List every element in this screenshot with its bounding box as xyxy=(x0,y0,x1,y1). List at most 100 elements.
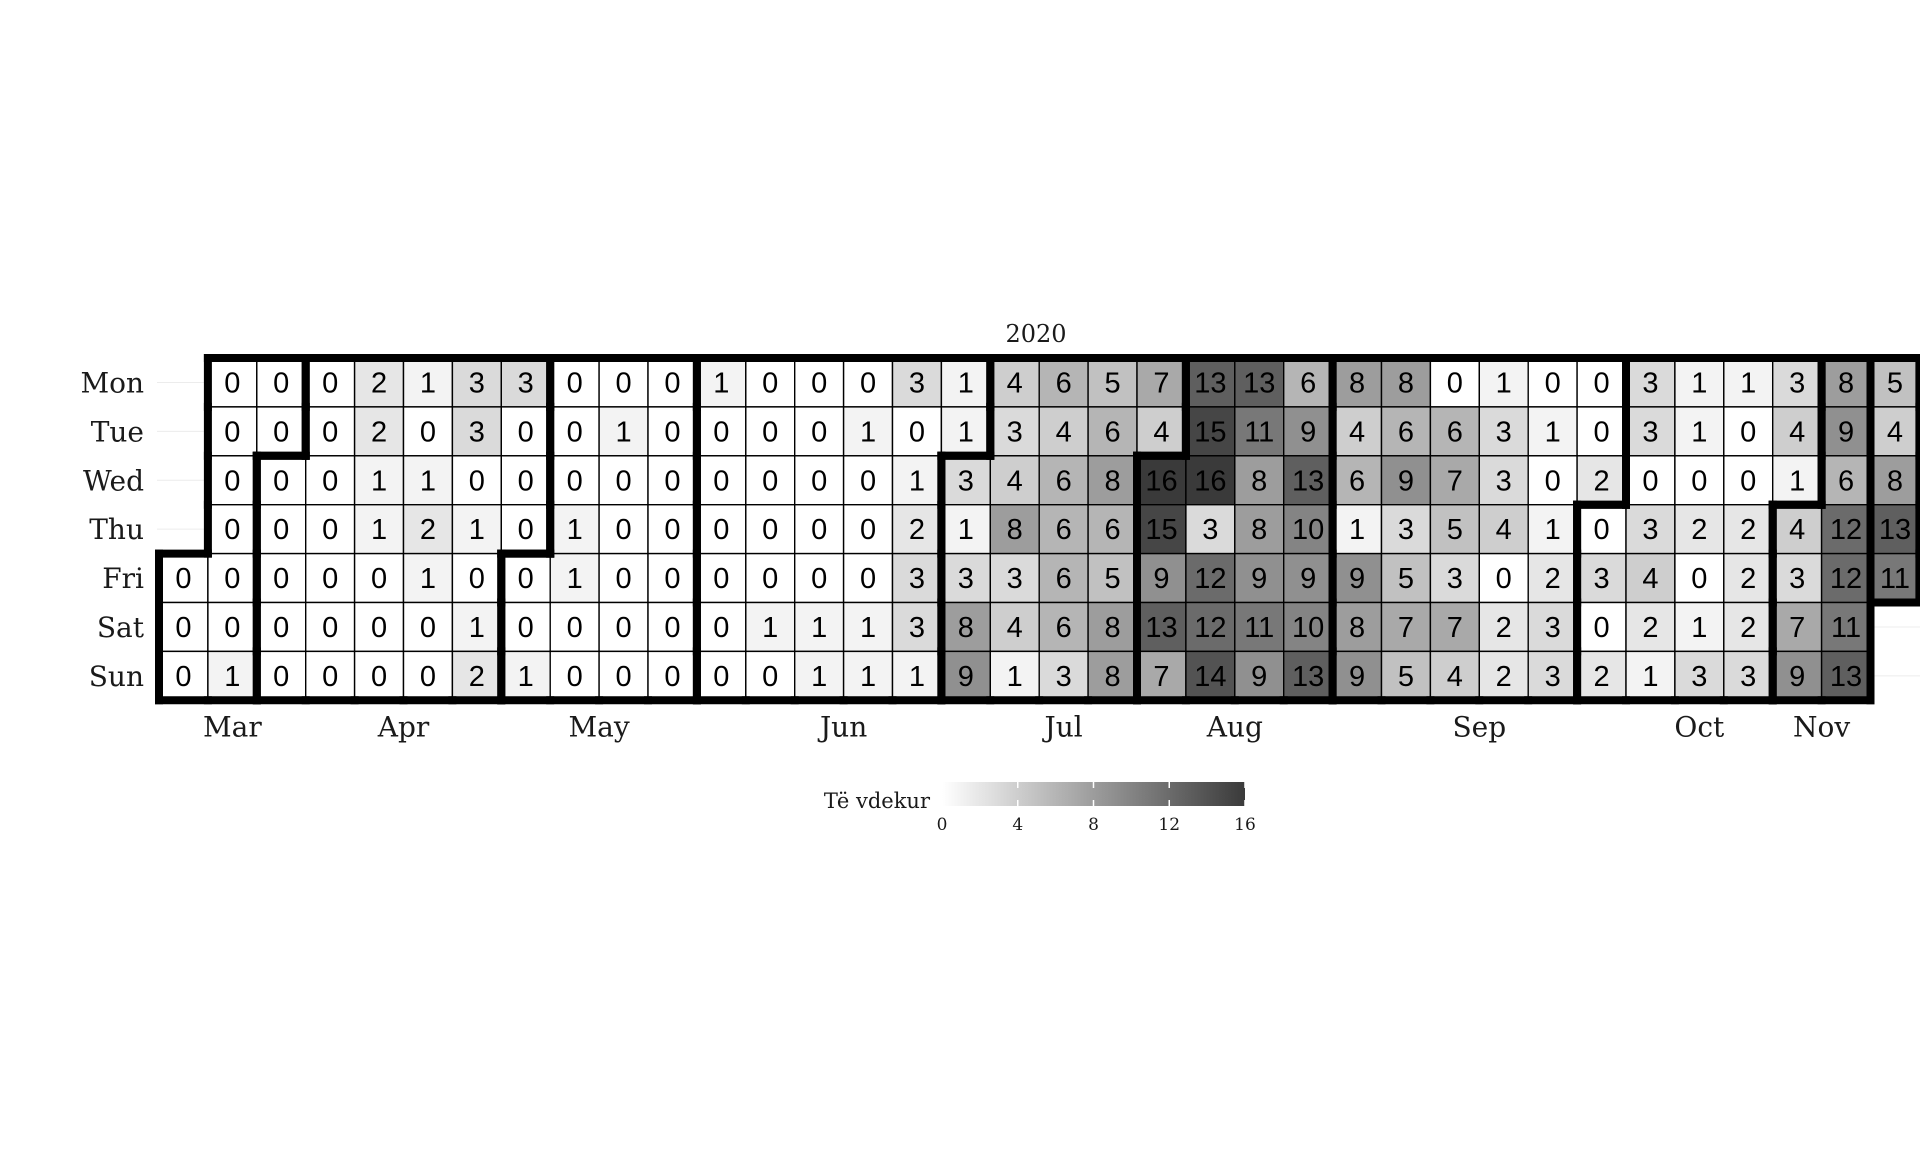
cell-value-label: 3 xyxy=(1496,465,1512,497)
cell-value-label: 0 xyxy=(224,563,240,595)
heatmap-cell xyxy=(794,357,845,408)
cell-value-label: 0 xyxy=(713,514,729,546)
heatmap-cell xyxy=(1136,357,1187,408)
cell-value-label: 2 xyxy=(1642,612,1658,644)
cell-value-label: 10 xyxy=(1292,514,1324,546)
cell-value-label: 0 xyxy=(273,416,289,448)
heatmap-cell xyxy=(1771,357,1823,408)
cell-value-label: 3 xyxy=(1007,563,1023,595)
legend-tick-label: 12 xyxy=(1158,815,1180,835)
cell-value-label: 0 xyxy=(273,661,289,693)
cell-value-label: 9 xyxy=(958,661,974,693)
heatmap-cell xyxy=(598,650,649,702)
cell-value-label: 4 xyxy=(1349,416,1365,448)
cell-value-label: 3 xyxy=(469,416,485,448)
heatmap-cell xyxy=(745,357,796,408)
cell-value-label: 0 xyxy=(762,563,778,595)
cell-value-label: 0 xyxy=(615,563,631,595)
heatmap-cell xyxy=(1723,455,1774,506)
cell-value-label: 0 xyxy=(811,367,827,399)
cell-value-label: 3 xyxy=(909,612,925,644)
cell-value-label: 0 xyxy=(664,563,680,595)
heatmap-cell xyxy=(500,504,551,555)
cell-value-label: 16 xyxy=(1194,465,1226,497)
cell-value-label: 0 xyxy=(1593,416,1609,448)
month-label: Aug xyxy=(1206,710,1263,743)
cell-value-label: 0 xyxy=(371,612,387,644)
cell-value-label: 0 xyxy=(420,612,436,644)
heatmap-cell xyxy=(549,455,600,506)
heatmap-cell xyxy=(1527,504,1578,555)
cell-value-label: 8 xyxy=(1104,465,1120,497)
legend-tick-label: 0 xyxy=(937,815,948,835)
heatmap-cell xyxy=(1234,455,1285,506)
cell-value-label: 0 xyxy=(322,563,338,595)
heatmap-cell xyxy=(1282,455,1334,506)
cell-value-label: 1 xyxy=(958,514,974,546)
heatmap-cell xyxy=(1087,650,1138,702)
month-label: Nov xyxy=(1793,710,1850,743)
heatmap-cell xyxy=(256,601,307,653)
legend-ticks: 0 4 8 12 16 xyxy=(937,782,1256,835)
heatmap-cell xyxy=(1478,406,1529,457)
cell-value-label: 0 xyxy=(1545,465,1561,497)
cell-value-label: 5 xyxy=(1104,563,1120,595)
cell-value-label: 3 xyxy=(1496,416,1512,448)
month-label: Mar xyxy=(203,710,262,743)
heatmap-cell xyxy=(647,552,698,604)
heatmap-cell xyxy=(1087,455,1138,506)
cell-value-label: 4 xyxy=(1887,416,1903,448)
heatmap-cell xyxy=(353,504,405,555)
cell-value-label: 0 xyxy=(1642,465,1658,497)
cell-value-label: 3 xyxy=(1789,367,1805,399)
heatmap-cell xyxy=(1282,406,1334,457)
heatmap-cell xyxy=(598,406,649,457)
cell-value-label: 0 xyxy=(713,465,729,497)
cell-value-label: 9 xyxy=(1251,563,1267,595)
heatmap-cell xyxy=(1282,504,1334,555)
cell-value-label: 0 xyxy=(420,661,436,693)
heatmap-cell xyxy=(1723,601,1774,653)
heatmap-cell xyxy=(1185,601,1236,653)
heatmap-cell xyxy=(1038,601,1089,653)
cell-value-label: 1 xyxy=(1545,416,1561,448)
cell-value-label: 0 xyxy=(273,367,289,399)
heatmap-cell xyxy=(647,406,698,457)
heatmap-cell xyxy=(1869,357,1920,408)
heatmap-cell xyxy=(549,504,600,555)
cell-value-label: 1 xyxy=(811,661,827,693)
heatmap-cell xyxy=(305,406,356,457)
cell-value-label: 0 xyxy=(762,367,778,399)
cell-value-label: 4 xyxy=(1056,416,1072,448)
cell-value-label: 0 xyxy=(664,465,680,497)
heatmap-cell xyxy=(1723,552,1774,604)
cell-value-label: 1 xyxy=(567,563,583,595)
cell-value-label: 0 xyxy=(518,465,534,497)
day-label: Wed xyxy=(83,464,144,497)
cell-value-label: 11 xyxy=(1244,612,1274,644)
heatmap-cell xyxy=(402,406,454,457)
heatmap-cell xyxy=(1674,601,1725,653)
cell-value-label: 13 xyxy=(1830,661,1862,693)
heatmap-cell xyxy=(1576,406,1627,457)
heatmap-cell xyxy=(1429,406,1481,457)
legend-tick-label: 16 xyxy=(1234,815,1256,835)
cell-value-label: 12 xyxy=(1830,563,1862,595)
heatmap-cell xyxy=(256,650,307,702)
cell-value-label: 3 xyxy=(1545,612,1561,644)
cell-value-label: 13 xyxy=(1243,367,1275,399)
cell-value-label: 1 xyxy=(909,465,925,497)
cell-value-label: 0 xyxy=(224,416,240,448)
heatmap-cell xyxy=(1576,650,1627,702)
cell-value-label: 1 xyxy=(1007,661,1023,693)
cell-value-label: 8 xyxy=(1349,612,1365,644)
heatmap-cell xyxy=(891,552,943,604)
cell-value-label: 4 xyxy=(1642,563,1658,595)
cell-value-label: 3 xyxy=(1056,661,1072,693)
cell-value-label: 2 xyxy=(1593,661,1609,693)
cell-value-label: 2 xyxy=(371,416,387,448)
cell-value-label: 2 xyxy=(909,514,925,546)
heatmap-cells: 0000000001000000000000002211000101210033… xyxy=(158,357,1920,702)
heatmap-cell xyxy=(1282,650,1334,702)
cell-value-label: 8 xyxy=(1007,514,1023,546)
